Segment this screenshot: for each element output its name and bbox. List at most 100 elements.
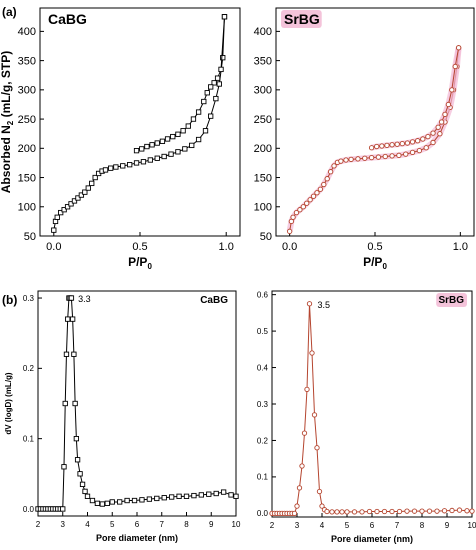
- y-tick-label: 50: [260, 231, 272, 243]
- x-axis-label: Pore diameter (nm): [331, 534, 413, 544]
- data-point: [327, 169, 334, 175]
- panel-b-label: (b): [2, 293, 17, 307]
- data-point: [416, 147, 423, 154]
- data-point: [71, 351, 77, 357]
- data-point: [438, 119, 445, 125]
- data-point: [297, 207, 303, 213]
- x-tick-label: 2: [36, 520, 41, 529]
- data-point: [319, 503, 325, 509]
- data-point: [359, 509, 365, 515]
- data-point: [299, 463, 305, 469]
- data-point: [164, 136, 171, 142]
- data-point: [104, 500, 110, 506]
- data-point: [108, 165, 114, 171]
- y-tick-label: 400: [18, 26, 36, 38]
- data-point: [102, 167, 109, 173]
- data-point: [403, 151, 409, 157]
- chart-title: SrBG: [438, 295, 464, 306]
- data-point: [324, 176, 330, 182]
- data-point: [68, 295, 75, 301]
- data-point: [202, 128, 209, 134]
- y-tick-label: 400: [254, 26, 272, 38]
- data-point: [449, 507, 455, 514]
- data-point: [131, 497, 138, 504]
- x-axis-label: P/P0: [363, 255, 387, 271]
- y-tick-label: 350: [254, 55, 272, 67]
- data-point: [58, 209, 64, 216]
- data-point: [92, 174, 98, 181]
- y-tick-label: 0.0: [23, 505, 35, 514]
- data-point: [161, 495, 167, 501]
- x-tick-label: 9: [445, 521, 450, 530]
- data-point: [441, 508, 448, 514]
- data-point: [64, 204, 71, 210]
- y-tick-label: 0.1: [23, 434, 35, 443]
- data-point: [82, 189, 88, 195]
- data-point: [190, 116, 197, 122]
- y-tick-label: 300: [254, 85, 272, 97]
- data-point: [109, 499, 115, 505]
- y-tick-label: 0.5: [257, 327, 269, 336]
- data-point: [195, 109, 202, 115]
- data-point: [434, 508, 440, 514]
- x-axis-label-subscript: 0: [147, 262, 152, 271]
- data-point: [228, 492, 234, 498]
- data-point: [419, 508, 425, 514]
- data-point: [469, 508, 475, 514]
- data-point: [154, 495, 160, 502]
- chart-a_srbg: 0.0 0.5 1.0 50 100 150 200 250 300 350 400 P/P0 SrBG: [254, 7, 475, 271]
- x-axis-label: P/P0: [128, 255, 152, 271]
- data-point: [435, 124, 441, 130]
- x-tick-label: 0.5: [367, 241, 382, 253]
- data-point: [176, 493, 182, 499]
- data-point: [51, 227, 57, 233]
- data-point: [117, 499, 123, 505]
- data-point: [168, 494, 175, 500]
- data-point: [362, 155, 368, 161]
- data-point: [61, 464, 67, 470]
- data-point: [175, 131, 181, 137]
- data-point: [201, 98, 207, 105]
- data-point: [415, 138, 421, 144]
- data-point: [154, 140, 160, 146]
- y-axis-label-units: (mL/g, STP): [0, 51, 13, 121]
- data-point: [334, 509, 340, 515]
- title-highlight: [281, 10, 322, 28]
- data-point: [445, 101, 452, 108]
- data-point: [79, 481, 86, 488]
- data-point: [409, 149, 416, 156]
- data-point: [381, 508, 388, 515]
- data-point: [409, 139, 416, 145]
- data-point: [456, 507, 463, 513]
- data-point: [175, 149, 181, 155]
- chart-title: SrBG: [284, 11, 320, 27]
- data-point: [452, 63, 458, 70]
- data-point: [69, 316, 76, 322]
- data-point: [191, 492, 197, 499]
- data-point: [306, 301, 313, 307]
- data-point: [198, 492, 204, 498]
- data-point: [204, 90, 210, 96]
- data-point: [389, 142, 395, 148]
- y-tick-label: 250: [18, 114, 36, 126]
- data-point: [368, 145, 375, 151]
- data-point: [189, 142, 195, 149]
- x-tick-label: 5: [110, 520, 115, 529]
- data-point: [65, 316, 71, 322]
- data-point: [344, 509, 350, 515]
- data-point: [73, 436, 80, 442]
- y-tick-label: 0.4: [257, 363, 269, 372]
- x-tick-label: 2: [270, 521, 275, 530]
- data-point: [348, 156, 354, 163]
- data-point: [317, 186, 324, 192]
- data-point: [220, 55, 226, 61]
- data-point: [426, 508, 433, 514]
- data-point: [195, 136, 202, 143]
- data-point: [294, 503, 300, 509]
- data-point: [374, 508, 380, 515]
- y-tick-label: 100: [18, 202, 36, 214]
- data-point: [404, 140, 411, 146]
- data-point: [211, 80, 217, 86]
- y-axis-label: dV (logD) (mL/g): [4, 372, 13, 435]
- data-point: [384, 142, 390, 149]
